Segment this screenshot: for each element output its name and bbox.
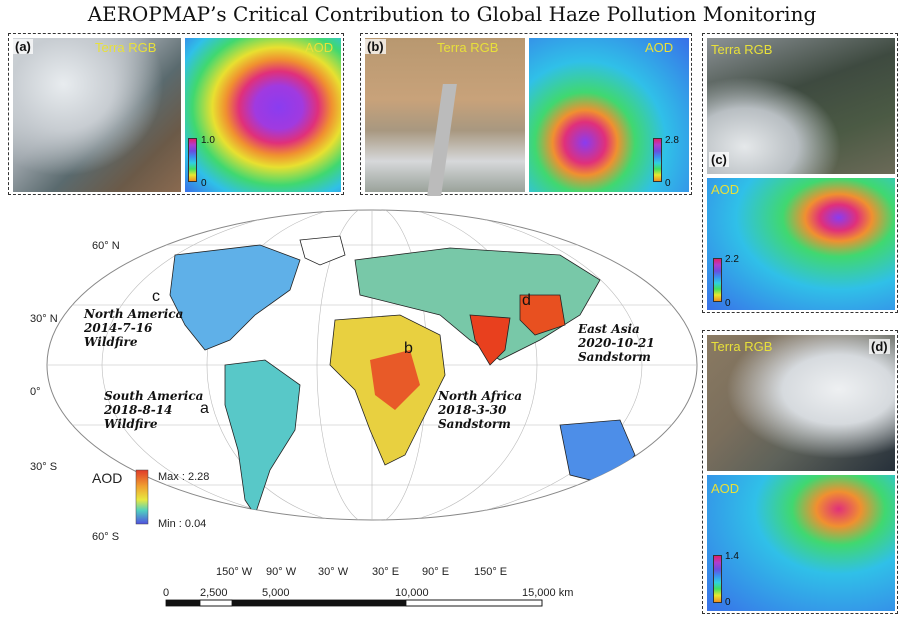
lon-label-150w: 150° W — [216, 566, 253, 578]
lon-label-30e: 30° E — [372, 566, 399, 578]
panel-d-colorbar-min: 0 — [725, 597, 731, 608]
panel-b-label: (b) — [365, 39, 386, 54]
south-america — [224, 359, 301, 516]
panel-b-aod-image — [529, 38, 689, 192]
panel-c-colorbar-min: 0 — [725, 298, 731, 309]
lon-label-30w: 30° W — [318, 566, 349, 578]
lat-label-30s: 30° S — [30, 461, 57, 473]
panel-d-label: (d) — [869, 339, 890, 354]
panel-c-rgb-image — [707, 38, 895, 174]
figure-title: AEROPMAP’s Critical Contribution to Glob… — [87, 2, 817, 26]
north-america-type: Wildfire — [84, 335, 138, 349]
panel-c-colorbar-max: 2.2 — [725, 254, 739, 265]
panel-d-aod-image — [707, 475, 895, 611]
panel-c-label: (c) — [709, 152, 729, 167]
scale-tick-15000: 15,000 km — [522, 587, 573, 599]
panel-a-colorbar-min: 0 — [201, 178, 207, 189]
panel-c-aod-label: AOD — [711, 182, 740, 197]
east-asia-region: East Asia — [578, 322, 640, 336]
panel-a-aod-label: AOD — [305, 40, 334, 55]
scale-tick-2500: 2,500 — [200, 587, 228, 599]
east-asia-hotspot — [519, 294, 566, 336]
event-letter-a: a — [200, 400, 209, 417]
north-america-region: North America — [84, 307, 184, 321]
event-letter-b: b — [404, 340, 413, 357]
panel-a-rgb-image — [13, 38, 181, 192]
east-asia-date: 2020-10-21 — [578, 336, 655, 350]
panel-b-aod-label: AOD — [645, 40, 674, 55]
south-america-date: 2018-8-14 — [104, 403, 173, 417]
lon-label-90w: 90° W — [266, 566, 297, 578]
aod-continents — [169, 235, 636, 516]
lat-label-0: 0° — [30, 386, 41, 398]
lat-label-60s: 60° S — [92, 531, 119, 543]
greenland — [299, 235, 346, 266]
world-map: 60° N 30° N 0° 30° S 60° S 150° W 90° W … — [30, 209, 698, 607]
north-africa-date: 2018-3-30 — [438, 403, 507, 417]
north-america-date: 2014-7-16 — [84, 321, 153, 335]
panel-b-colorbar — [653, 138, 662, 182]
africa-hotspot — [370, 350, 420, 410]
event-label-east-asia: East Asia 2020-10-21 Sandstorm — [578, 322, 655, 364]
event-label-south-america: South America 2018-8-14 Wildfire — [104, 389, 203, 431]
scale-tick-5000: 5,000 — [262, 587, 290, 599]
event-label-north-africa: North Africa 2018-3-30 Sandstorm — [438, 389, 522, 431]
scale-tick-10000: 10,000 — [395, 587, 429, 599]
event-letter-d: d — [522, 292, 531, 309]
legend-title: AOD — [92, 470, 122, 486]
legend-max: Max : 2.28 — [158, 471, 209, 483]
panel-a-rgb-label: Terra RGB — [95, 40, 157, 55]
panel-d-rgb-image — [707, 335, 895, 471]
event-letter-c: c — [152, 288, 160, 305]
scale-bar — [165, 599, 543, 607]
event-label-north-america: North America 2014-7-16 Wildfire — [84, 307, 183, 349]
lon-label-90e: 90° E — [422, 566, 449, 578]
australia — [559, 419, 636, 486]
north-africa-region: North Africa — [438, 389, 522, 403]
east-asia-type: Sandstorm — [578, 350, 651, 364]
panel-a-colorbar-max: 1.0 — [201, 135, 215, 146]
panel-d-aod-label: AOD — [711, 481, 740, 496]
india-hotspot — [469, 314, 511, 366]
panel-c: Terra RGB (c) AOD 2.2 0 — [702, 33, 898, 313]
panel-b-colorbar-min: 0 — [665, 178, 671, 189]
panel-c-rgb-label: Terra RGB — [711, 42, 773, 57]
panel-d-colorbar — [713, 555, 722, 603]
panel-a-aod-image — [185, 38, 341, 192]
panel-a: (a) Terra RGB AOD 1.0 0 — [8, 33, 344, 195]
south-america-type: Wildfire — [104, 417, 158, 431]
panel-c-colorbar — [713, 258, 722, 302]
panel-b-colorbar-max: 2.8 — [665, 135, 679, 146]
panel-b-rgb-label: Terra RGB — [437, 40, 499, 55]
lon-label-150e: 150° E — [474, 566, 507, 578]
panel-a-label: (a) — [13, 39, 33, 54]
north-america — [169, 244, 301, 351]
panel-c-aod-image — [707, 178, 895, 310]
lat-label-60n: 60° N — [92, 240, 120, 252]
south-america-region: South America — [104, 389, 204, 403]
panel-b: (b) Terra RGB AOD 2.8 0 — [360, 33, 692, 196]
scale-tick-0: 0 — [163, 587, 169, 599]
panel-d-colorbar-max: 1.4 — [725, 551, 739, 562]
panel-d: Terra RGB (d) AOD 1.4 0 — [702, 330, 898, 614]
lat-label-30n: 30° N — [30, 313, 58, 325]
panel-a-colorbar — [188, 138, 197, 182]
north-africa-type: Sandstorm — [438, 417, 511, 431]
panel-d-rgb-label: Terra RGB — [711, 339, 773, 354]
legend-colorbar — [135, 469, 149, 525]
legend-min: Min : 0.04 — [158, 518, 206, 530]
